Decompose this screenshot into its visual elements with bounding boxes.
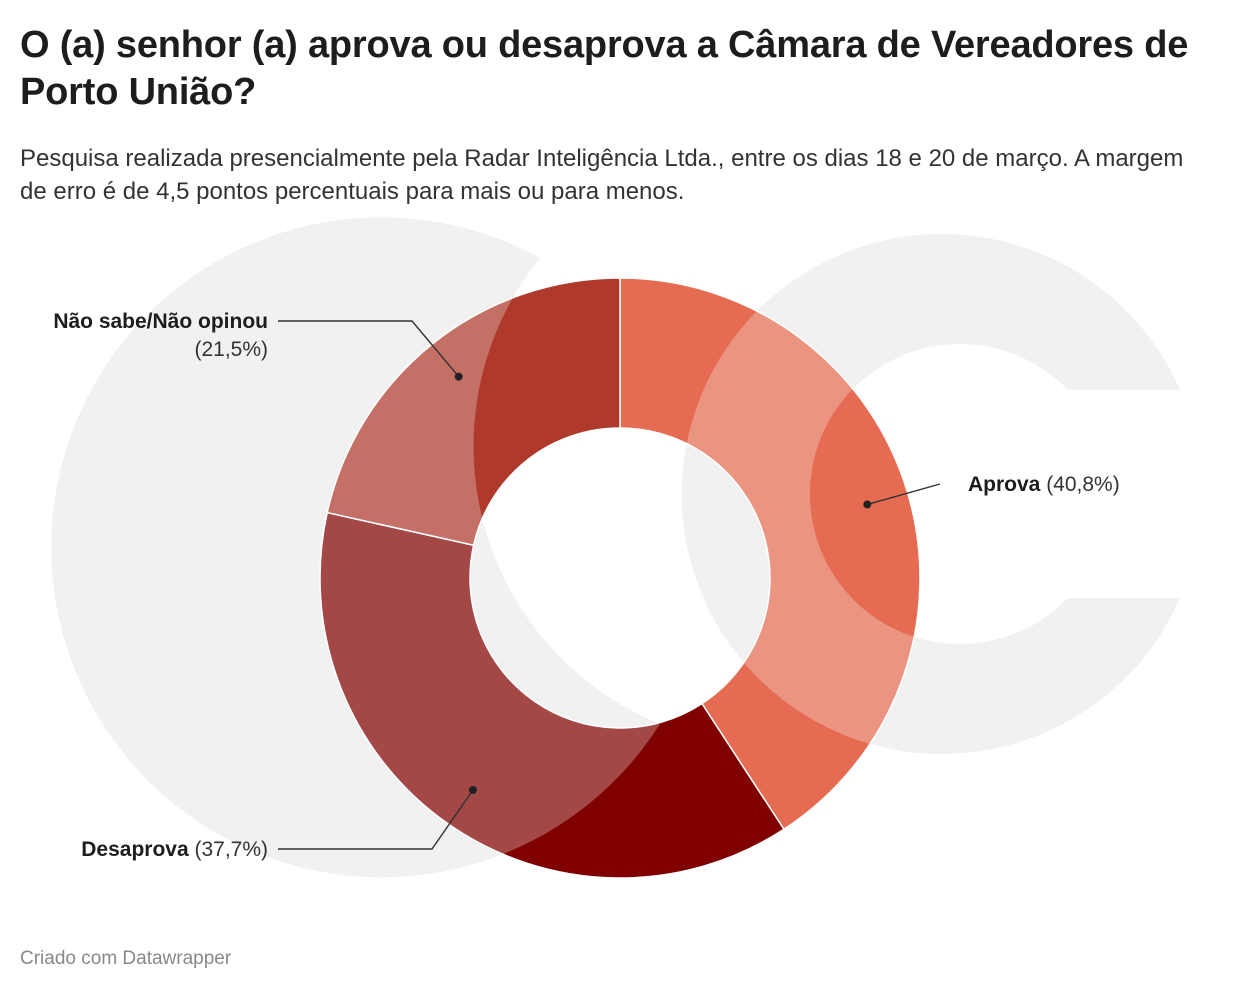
slice-label: Desaprova (37,7%): [81, 838, 268, 861]
leader-dot: [454, 372, 463, 381]
watermark-c-overlay: [681, 233, 1180, 754]
watermark-ring-overlay: [51, 217, 660, 878]
slice-label-category: Não sabe/Não opinou: [53, 310, 268, 333]
chart-title: O (a) senhor (a) aprova ou desaprova a C…: [20, 24, 1189, 113]
footer-credit: Criado com Datawrapper: [20, 948, 232, 969]
slice-label-value: (21,5%): [194, 338, 268, 361]
slice-label-category: Aprova: [968, 473, 1046, 496]
watermark-logo-front: [51, 217, 1180, 878]
leader-dot: [863, 500, 872, 509]
donut-slices: [319, 277, 921, 879]
slice-label: Aprova (40,8%): [968, 473, 1120, 496]
slice-label: Não sabe/Não opinou (21,5%): [53, 310, 268, 361]
slice-label-value: (37,7%): [194, 838, 268, 861]
slice-label-value: (40,8%): [1046, 473, 1120, 496]
slice-label-category: Desaprova: [81, 838, 194, 861]
slice-aprova[interactable]: [619, 277, 921, 831]
slice-labels: Aprova (40,8%) Desaprova (37,7%) Não sabe/…: [53, 310, 1119, 861]
leader-line: [867, 483, 941, 506]
leader-line: [278, 320, 460, 378]
slice-n-o-sabe-n-o-opinou[interactable]: [326, 277, 621, 547]
leader-dot: [468, 786, 477, 795]
leader-line: [278, 789, 474, 850]
chart-subtitle: Pesquisa realizada presencialmente pela …: [20, 145, 1184, 205]
slice-desaprova[interactable]: [319, 511, 785, 879]
